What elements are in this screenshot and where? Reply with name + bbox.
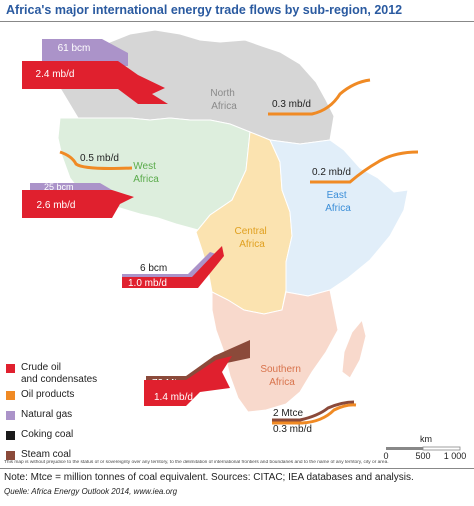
- flow-arrow-southern-oil: [272, 403, 357, 425]
- flow-label-west-crude: 2.6 mb/d: [37, 200, 76, 211]
- legend-item-coking-coal: Coking coal: [6, 429, 73, 441]
- scale-tick-1000: 1 000: [444, 451, 467, 461]
- legend-item-steam-coal: Steam coal: [6, 449, 71, 461]
- legend-swatch-steam-coal: [6, 451, 15, 460]
- flow-label-north-gas: 61 bcm: [58, 43, 91, 54]
- flow-label-central-gas: 6 bcm: [140, 263, 167, 274]
- legend-label-crude-oil-line1: Crude oil: [21, 362, 62, 373]
- scale-bar: km 0 500 1 000: [383, 434, 466, 461]
- flow-arrow-west-oil: [59, 150, 133, 170]
- legend-label-oil-products: Oil products: [21, 389, 75, 400]
- legend-swatch-oil-products: [6, 391, 15, 400]
- legend-label-coking-coal: Coking coal: [21, 429, 74, 440]
- title-divider: [0, 21, 474, 22]
- legend-label-natural-gas: Natural gas: [21, 409, 73, 420]
- region-label-central-africa: Central Africa: [234, 226, 269, 250]
- flow-label-central-crude: 1.0 mb/d: [128, 278, 167, 289]
- scale-tick-0: 0: [383, 451, 388, 461]
- flow-label-southern-oil: 0.3 mb/d: [273, 424, 312, 435]
- flow-label-southern-coal: 2 Mtce: [273, 408, 303, 419]
- legend-item-crude-oil: Crude oil and condensates: [6, 362, 97, 386]
- source-text: Quelle: Africa Energy Outlook 2014, www.…: [4, 487, 178, 496]
- region-label-north-africa: North Africa: [210, 88, 237, 112]
- region-east-africa: [269, 139, 409, 297]
- note-text: Note: Mtce = million tonnes of coal equi…: [4, 472, 414, 483]
- flow-label-north-crude: 2.4 mb/d: [36, 69, 75, 80]
- flow-arrow-west-gas: [30, 183, 112, 190]
- flow-label-west-gas: 25 bcm: [44, 182, 74, 192]
- footer-divider: [0, 468, 474, 469]
- legend-label-crude-oil-line2: and condensates: [21, 374, 98, 385]
- legend-swatch-coking-coal: [6, 431, 15, 440]
- legend-item-natural-gas: Natural gas: [6, 409, 72, 421]
- region-label-west-africa: West Africa: [133, 161, 159, 185]
- flow-arrow-north-oil: [268, 78, 371, 116]
- africa-map: North Africa West Africa Central Africa …: [22, 29, 466, 461]
- legend-label-steam-coal: Steam coal: [21, 449, 72, 460]
- legend-item-oil-products: Oil products: [6, 389, 74, 401]
- region-label-southern-africa: Southern Africa: [260, 364, 303, 388]
- legend-swatch-natural-gas: [6, 411, 15, 420]
- flow-arrow-central-gas: [122, 252, 216, 278]
- flow-label-north-oil: 0.3 mb/d: [272, 99, 311, 110]
- flow-arrow-southern-crude: [144, 356, 232, 406]
- map-title: Africa's major international energy trad…: [6, 3, 403, 17]
- flow-arrow-east-oil: [310, 150, 419, 184]
- flow-arrow-southern-coal: [272, 400, 355, 422]
- flow-arrow-north-crude: [22, 61, 168, 104]
- region-label-east-africa: East Africa: [325, 190, 351, 214]
- flow-arrow-west-crude: [22, 190, 134, 218]
- flow-label-east-oil: 0.2 mb/d: [312, 167, 351, 178]
- madagascar: [341, 318, 367, 379]
- scale-tick-500: 500: [415, 451, 430, 461]
- legend-swatch-crude-oil: [6, 364, 15, 373]
- scale-unit: km: [420, 434, 432, 444]
- flow-label-southern-crude: 1.4 mb/d: [154, 392, 193, 403]
- flow-label-west-oil: 0.5 mb/d: [80, 153, 119, 164]
- flow-arrow-north-gas: [42, 39, 128, 66]
- map-disclaimer: This map is without prejudice to the sta…: [4, 460, 389, 465]
- flow-arrow-central-crude: [122, 246, 224, 288]
